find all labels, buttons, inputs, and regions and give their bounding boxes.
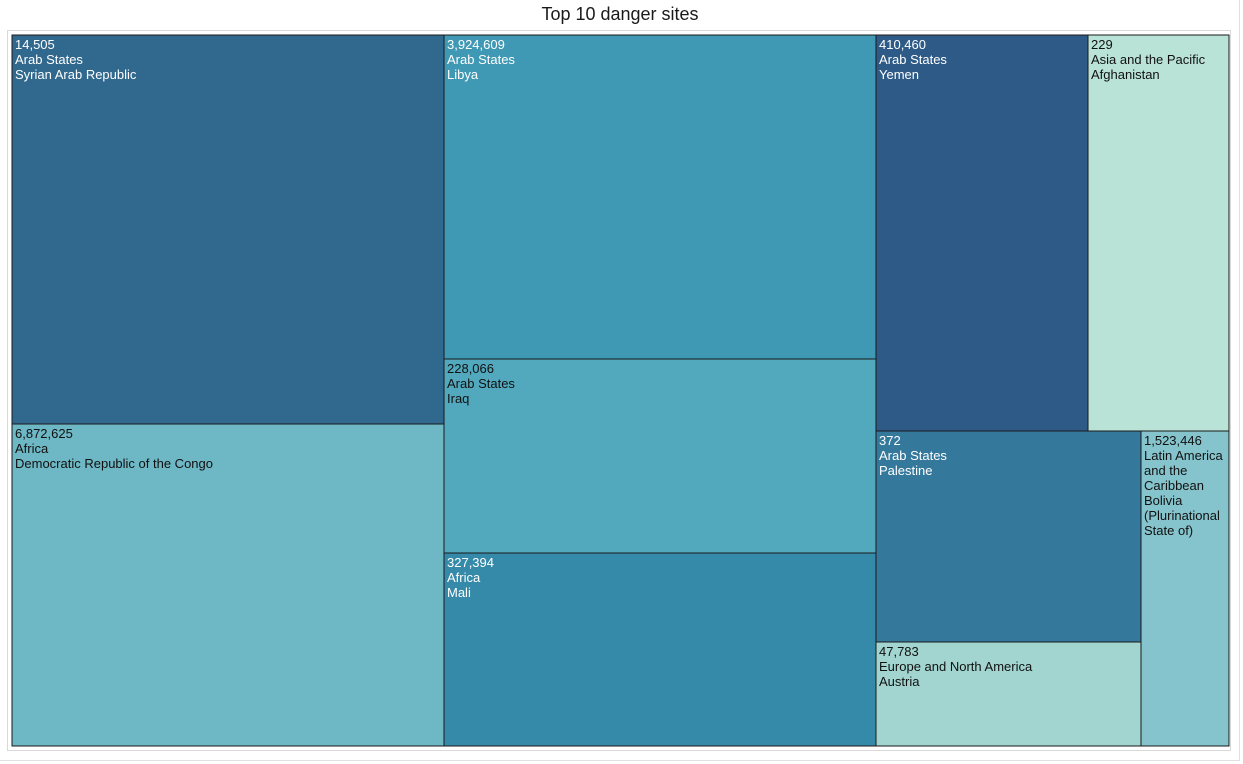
tile-value-text: 410,460 (879, 37, 926, 52)
treemap-tile-rect[interactable] (443, 34, 877, 360)
tile-region-text: Arab States (15, 52, 83, 67)
tile-value-text: 327,394 (447, 555, 494, 570)
tile-region-text: Caribbean (1144, 478, 1204, 493)
tile-country-text: Austria (879, 674, 920, 689)
treemap-tile[interactable]: 327,394 Africa Mali (443, 552, 877, 747)
treemap-tile[interactable]: 3,924,609 Arab States Libya (443, 34, 877, 360)
tile-region-text: Arab States (879, 52, 947, 67)
treemap-tile-rect[interactable] (11, 34, 445, 425)
tile-region-text: Arab States (879, 448, 947, 463)
tile-value-text: 47,783 (879, 644, 919, 659)
treemap-tile[interactable]: 228,066 Arab States Iraq (443, 358, 877, 554)
treemap-tile-label: 228,066 Arab States Iraq (447, 361, 515, 406)
treemap-tile-label: 410,460 Arab States Yemen (879, 37, 947, 82)
tile-region-text: Africa (447, 570, 481, 585)
treemap-tile[interactable]: 1,523,446 Latin America and the Caribbean Bo… (1140, 430, 1230, 747)
tile-value-text: 3,924,609 (447, 37, 505, 52)
tile-value-text: 1,523,446 (1144, 433, 1202, 448)
treemap-tile-rect[interactable] (875, 34, 1089, 432)
tile-region-text: and the (1144, 463, 1187, 478)
treemap-tile[interactable]: 6,872,625 Africa Democratic Republic of th… (11, 423, 445, 747)
treemap-tile-rect[interactable] (1087, 34, 1230, 432)
treemap-tile-rect[interactable] (875, 641, 1142, 747)
treemap-tile[interactable]: 47,783 Europe and North America Austria (875, 641, 1142, 747)
treemap-tile-rect[interactable] (875, 430, 1142, 643)
treemap-tile-rect[interactable] (11, 423, 445, 747)
tile-country-text: Democratic Republic of the Congo (15, 456, 213, 471)
treemap-tile-label: 14,505 Arab States Syrian Arab Republic (15, 37, 137, 82)
tile-value-text: 229 (1091, 37, 1113, 52)
treemap-tile-label: 1,523,446 Latin America and the Caribbean Bo… (1144, 433, 1224, 538)
treemap-tile-label: 372 Arab States Palestine (879, 433, 947, 478)
tile-value-text: 6,872,625 (15, 426, 73, 441)
tile-region-text: Latin America (1144, 448, 1224, 463)
tile-region-text: Europe and North America (879, 659, 1033, 674)
tile-region-text: Arab States (447, 376, 515, 391)
treemap-tile-label: 6,872,625 Africa Democratic Republic of th… (15, 426, 213, 471)
tile-country-text: Iraq (447, 391, 469, 406)
tile-country-text: Bolivia (1144, 493, 1183, 508)
tile-region-text: Africa (15, 441, 49, 456)
treemap-tile[interactable]: 229 Asia and the Pacific Afghanistan (1087, 34, 1230, 432)
tile-region-text: Asia and the Pacific (1091, 52, 1206, 67)
treemap-tile-label: 229 Asia and the Pacific Afghanistan (1091, 37, 1206, 82)
tile-region-text: Arab States (447, 52, 515, 67)
tile-country-text: Afghanistan (1091, 67, 1160, 82)
treemap-tile-rect[interactable] (1140, 430, 1230, 747)
tile-country-text: State of) (1144, 523, 1193, 538)
treemap-tile-label: 47,783 Europe and North America Austria (879, 644, 1033, 689)
tile-country-text: Palestine (879, 463, 932, 478)
tile-country-text: (Plurinational (1144, 508, 1220, 523)
treemap-tile-rect[interactable] (443, 552, 877, 747)
tile-country-text: Yemen (879, 67, 919, 82)
tile-value-text: 14,505 (15, 37, 55, 52)
treemap-tile[interactable]: 410,460 Arab States Yemen (875, 34, 1089, 432)
tile-value-text: 372 (879, 433, 901, 448)
tile-country-text: Mali (447, 585, 471, 600)
tile-country-text: Syrian Arab Republic (15, 67, 137, 82)
chart-title: Top 10 danger sites (541, 4, 699, 24)
plot-frame (7, 30, 1231, 751)
treemap-tile[interactable]: 372 Arab States Palestine (875, 430, 1142, 643)
treemap-tile[interactable]: 14,505 Arab States Syrian Arab Republic (11, 34, 445, 425)
treemap-tile-label: 3,924,609 Arab States Libya (447, 37, 515, 82)
treemap-tile-label: 327,394 Africa Mali (447, 555, 494, 600)
tile-country-text: Libya (447, 67, 479, 82)
tile-value-text: 228,066 (447, 361, 494, 376)
